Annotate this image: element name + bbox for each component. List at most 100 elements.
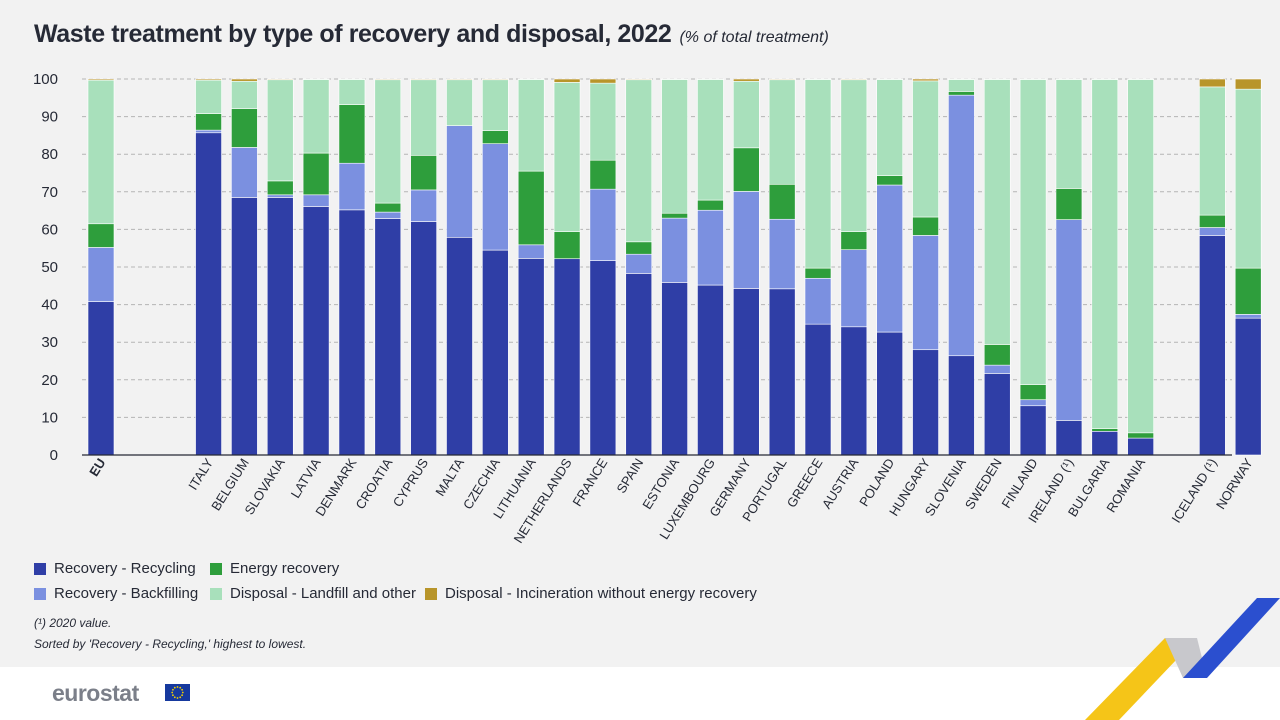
bar-segment <box>804 267 832 279</box>
bar-segment <box>266 197 294 456</box>
bar-segment <box>446 236 473 456</box>
sort-note: Sorted by 'Recovery - Recycling,' highes… <box>34 637 307 651</box>
bar-segment <box>983 373 1011 456</box>
x-tick-label: MALTA <box>432 455 467 498</box>
bar-segment <box>732 288 760 456</box>
bar-segment <box>1234 88 1262 269</box>
bar-segment <box>661 212 688 219</box>
bar-segment <box>1055 79 1083 189</box>
bar-segment <box>195 132 222 456</box>
legend-label-recycling: Recovery - Recycling <box>54 560 196 577</box>
bar-segment <box>1199 227 1226 236</box>
bar-segment <box>804 277 832 325</box>
bar-segment <box>1199 214 1226 228</box>
bar-segment <box>1199 78 1226 88</box>
bar-segment <box>266 78 294 81</box>
bar-segment <box>840 231 868 251</box>
bar-segment <box>948 79 975 92</box>
bar-segment <box>1091 78 1119 80</box>
bar-segment <box>912 78 939 82</box>
bar-segment <box>589 260 617 456</box>
bar-segment <box>410 78 437 81</box>
bar-segment <box>1019 79 1047 385</box>
bar-segment <box>87 301 115 456</box>
legend-swatch-backfilling <box>34 587 46 600</box>
bar-segment <box>1127 437 1154 456</box>
bar-segment <box>374 211 402 219</box>
bar-segment <box>948 94 975 357</box>
bar-segment <box>517 78 545 80</box>
bar-segment <box>1234 317 1262 456</box>
bar-segment <box>374 218 402 456</box>
y-tick-label: 0 <box>50 447 58 464</box>
bar-segment <box>517 258 545 456</box>
bar-segment <box>697 209 724 286</box>
x-tick-label: FRANCE <box>569 455 610 509</box>
bar-segment <box>1199 86 1226 216</box>
legend-label-incineration: Disposal - Incineration without energy r… <box>445 585 757 602</box>
bar-segment <box>338 209 366 456</box>
bar-segment <box>1055 420 1083 456</box>
x-tick-label: LATVIA <box>288 455 324 500</box>
legend-label-landfill: Disposal - Landfill and other <box>230 585 416 602</box>
bar-segment <box>948 355 975 456</box>
x-tick-label: CYPRUS <box>390 455 432 509</box>
bar-segment <box>983 344 1011 366</box>
bar-segment <box>195 79 222 114</box>
bar-segment <box>732 78 760 82</box>
y-tick-label: 100 <box>33 71 58 88</box>
bar-segment <box>87 223 115 248</box>
y-tick-label: 50 <box>41 259 58 276</box>
legend-swatch-landfill <box>210 587 222 600</box>
x-tick-label: ICELAND (¹) <box>1169 456 1220 526</box>
bar-segment <box>697 79 724 201</box>
bar-segment <box>1055 78 1083 80</box>
bar-segment <box>589 188 617 261</box>
legend-label-energy-recovery: Energy recovery <box>230 560 340 577</box>
bar-segment <box>517 170 545 246</box>
bar-segment <box>840 79 868 232</box>
bar-segment <box>1019 405 1047 456</box>
bar-segment <box>1019 399 1047 407</box>
legend-item-recycling: Recovery - Recycling <box>34 560 196 577</box>
bar-segment <box>768 183 796 220</box>
bar-segment <box>517 79 545 172</box>
bar-segment <box>768 288 796 456</box>
legend-item-landfill: Disposal - Landfill and other <box>210 585 416 602</box>
bar-segment <box>338 79 366 105</box>
y-tick-label: 20 <box>41 372 58 389</box>
bar-segment <box>876 78 904 80</box>
legend-item-incineration: Disposal - Incineration without energy r… <box>425 585 757 602</box>
footnote: (¹) 2020 value. <box>34 616 112 630</box>
eu-flag-icon <box>165 684 190 701</box>
bar-segment <box>625 253 653 274</box>
legend-item-energy-recovery: Energy recovery <box>210 560 339 577</box>
bar-segment <box>1234 267 1262 315</box>
bar-segment <box>732 80 760 149</box>
y-tick-label: 80 <box>41 146 58 163</box>
bar-segment <box>231 80 258 110</box>
legend-swatch-recycling <box>34 562 46 575</box>
bar-segment <box>732 147 760 192</box>
bar-segment <box>374 79 402 204</box>
legend-swatch-energy-recovery <box>210 562 222 575</box>
bar-segment <box>517 244 545 259</box>
bar-segment <box>338 78 366 80</box>
bar-segment <box>1019 78 1047 80</box>
bar-segment <box>374 202 402 213</box>
bar-segment <box>804 79 832 269</box>
bar-segment <box>1234 78 1262 90</box>
bar-segment <box>374 78 402 81</box>
y-tick-label: 60 <box>41 221 58 238</box>
eurostat-corner-graphic <box>1085 598 1280 720</box>
y-tick-label: 70 <box>41 184 58 201</box>
bar-segment <box>625 241 653 255</box>
bar-segment <box>912 80 939 218</box>
bar-segment <box>804 323 832 456</box>
legend-label-backfilling: Recovery - Backfilling <box>54 585 199 602</box>
bar-segment <box>231 147 258 198</box>
bar-segment <box>1127 432 1154 439</box>
bar-segment <box>661 217 688 283</box>
bar-segment <box>732 191 760 289</box>
